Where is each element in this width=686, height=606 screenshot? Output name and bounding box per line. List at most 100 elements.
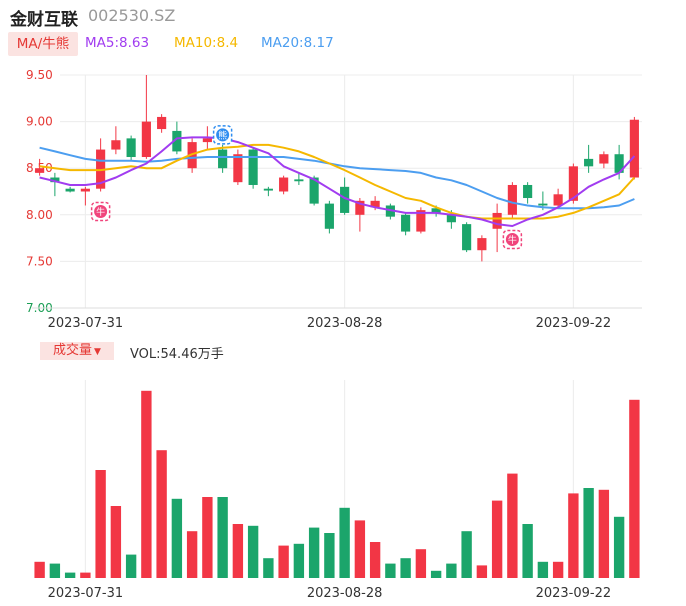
volume-bar [339,507,350,578]
candle-body [80,188,90,192]
candle-body [172,130,182,152]
volume-bar [461,531,472,578]
volume-bar [400,558,411,578]
candle-body [538,203,548,206]
candle-body [111,140,121,150]
volume-bar [141,390,152,578]
candle-body [294,179,304,182]
y-tick-label: 9.00 [26,115,53,129]
caret-down-icon: ▼ [94,347,101,357]
y-tick-label: 7.50 [26,254,53,268]
volume-bar [186,531,198,578]
volume-bar [110,506,122,578]
x-tick-label: 2023-07-31 [48,586,124,601]
volume-bar [613,516,625,578]
volume-bar [171,498,183,578]
candle-body [370,200,380,208]
stock-code: 002530.SZ [88,6,176,25]
x-tick-label: 2023-09-22 [536,586,612,601]
volume-bar [598,489,610,578]
volume-bar [324,533,335,578]
volume-button-label: 成交量 [53,343,93,358]
volume-indicator-button[interactable]: 成交量 ▼ [40,342,114,360]
volume-bar [446,563,457,578]
candle-body [218,149,228,169]
volume-value-label: VOL:54.46万手 [130,347,224,362]
candle-body [233,154,243,183]
volume-bar [278,545,289,578]
volume-bar [232,524,244,578]
bull-signal-dot [505,232,519,246]
volume-bar [568,493,579,578]
candle-body [141,121,151,158]
candle-body [446,214,456,223]
bull-signal-glyph: 牛 [508,234,517,246]
bear-signal-dot [216,128,230,142]
candle-body [523,184,533,199]
volume-bar [34,561,45,578]
ma10-label: MA10:8.4 [174,35,239,51]
candle-body [401,214,411,232]
volume-bar [552,561,564,578]
candle-body [584,158,594,167]
candle-body [248,149,258,185]
ma-bull-bear-button[interactable]: MA/牛熊 [8,32,78,56]
x-tick-label: 2023-08-28 [307,316,383,331]
candle-body [629,119,639,178]
volume-bar [522,524,533,578]
volume-bar [156,450,167,578]
candle-body [50,177,60,183]
volume-bar [202,497,213,578]
x-tick-label: 2023-07-31 [48,316,124,331]
candle-body [568,166,578,201]
candle-body [340,186,350,213]
volume-bar [476,565,488,578]
volume-bar [263,558,274,578]
volume-bar [308,527,320,578]
volume-bar [354,520,366,578]
volume-bar [49,563,61,578]
candle-body [309,177,319,204]
volume-bar [537,561,549,578]
volume-bar [125,554,137,578]
volume-bar [629,399,640,578]
volume-bar [293,543,305,578]
ma20-line [39,146,635,210]
candle-body [492,212,502,229]
candle-body [507,184,517,215]
candle-body [355,200,365,215]
candle-body [202,138,212,143]
candle-body [35,168,45,173]
volume-bar [217,497,228,578]
candle-body [462,224,472,251]
y-tick-label: 9.50 [26,68,53,82]
candle-body [279,177,289,192]
volume-bar [507,473,518,578]
volume-bar [95,470,106,578]
volume-bar [64,572,76,578]
candle-body [599,154,609,164]
ma5-label: MA5:8.63 [85,35,150,51]
candle-body [126,138,136,158]
y-tick-label: 8.00 [26,208,53,222]
candle-body [477,238,487,251]
ma20-label: MA20:8.17 [261,35,334,51]
candle-body [263,188,273,191]
candle-body [416,210,426,232]
volume-bar [583,488,594,578]
volume-bar [491,500,503,578]
volume-bar [247,525,259,578]
ma5-line [39,136,636,227]
candle-body [614,154,624,173]
candle-body [324,203,334,229]
x-tick-label: 2023-08-28 [307,586,383,601]
stock-name: 金财互联 [10,10,78,30]
bear-signal-glyph: 熊 [218,129,227,141]
candle-body [65,188,75,192]
x-tick-label: 2023-09-22 [536,316,612,331]
candle-body [157,116,167,130]
volume-bar [430,570,442,578]
bull-signal-dot [94,205,108,218]
volume-bar [80,572,91,578]
